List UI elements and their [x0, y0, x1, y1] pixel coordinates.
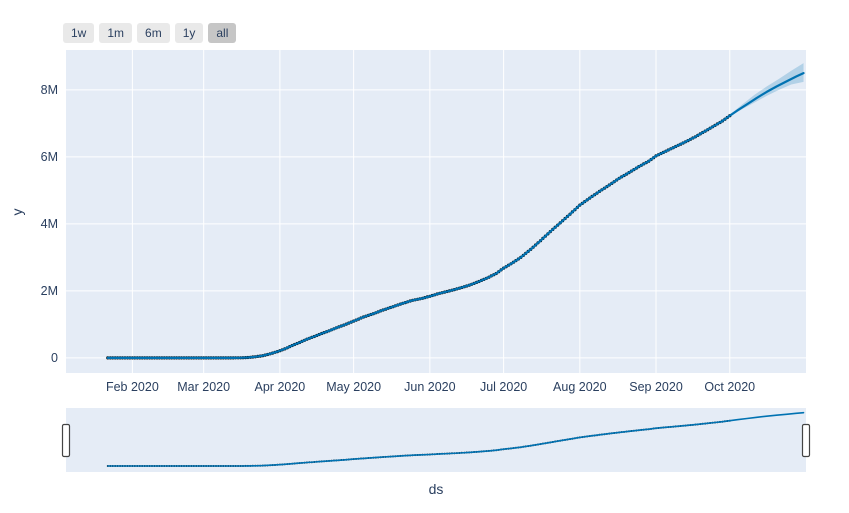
slider-yhat-line: [107, 411, 805, 467]
x-axis-title: ds: [428, 481, 444, 497]
range-button-1m[interactable]: 1m: [99, 23, 133, 43]
y-tick-label: 8M: [41, 83, 58, 97]
rangeslider-track[interactable]: [66, 408, 806, 472]
yhat-line: [106, 72, 805, 359]
y-axis-title: y: [9, 208, 25, 216]
x-tick-label: Oct 2020: [704, 380, 755, 394]
x-tick-label: May 2020: [326, 380, 381, 394]
x-tick-label: Jun 2020: [404, 380, 455, 394]
y-tick-label: 2M: [41, 284, 58, 298]
y-tick-label: 0: [51, 351, 58, 365]
x-tick-label: Aug 2020: [553, 380, 607, 394]
x-tick-label: Sep 2020: [629, 380, 683, 394]
x-tick-label: Apr 2020: [255, 380, 306, 394]
x-tick-label: Jul 2020: [480, 380, 527, 394]
range-button-all[interactable]: all: [208, 23, 237, 43]
range-selector: 1w 1m 6m 1y all: [63, 23, 237, 43]
rangeslider-handle-right[interactable]: [801, 423, 811, 458]
range-button-1y[interactable]: 1y: [174, 23, 204, 43]
x-tick-label: Feb 2020: [106, 380, 159, 394]
y-tick-label: 4M: [41, 217, 58, 231]
rangeslider-handle-left[interactable]: [61, 423, 71, 458]
range-button-6m[interactable]: 6m: [137, 23, 170, 43]
main-plot-area[interactable]: [66, 50, 806, 373]
y-tick-label: 6M: [41, 150, 58, 164]
range-button-1w[interactable]: 1w: [63, 23, 95, 43]
x-tick-label: Mar 2020: [177, 380, 230, 394]
